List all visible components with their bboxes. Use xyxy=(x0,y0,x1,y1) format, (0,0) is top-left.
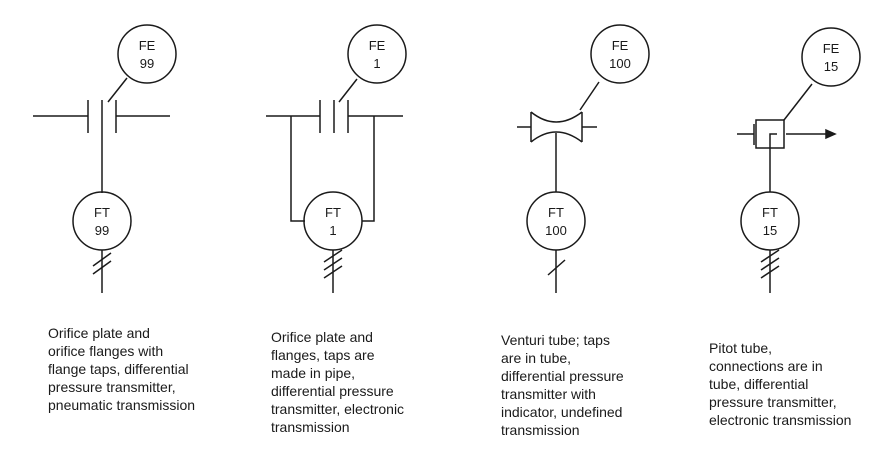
symbol-orifice-flange-taps xyxy=(33,24,177,293)
pitot-probe xyxy=(769,133,777,148)
caption-line: connections are in xyxy=(709,358,823,374)
electronic-hash xyxy=(760,249,780,263)
fe-bubble xyxy=(347,24,407,84)
electronic-hash xyxy=(760,265,780,279)
caption-pitot-tube: Pitot tube, connections are in tube, dif… xyxy=(709,339,851,429)
caption-line: are in tube, xyxy=(501,350,572,366)
caption-line: differential pressure xyxy=(271,383,394,399)
caption-line: pressure transmitter, xyxy=(48,379,176,395)
caption-orifice-pipe-taps: Orifice plate and flanges, taps are made… xyxy=(271,328,404,436)
fe-bubble xyxy=(117,24,177,84)
caption-line: pressure transmitter, xyxy=(709,394,837,410)
ft-tag: FT xyxy=(94,205,110,220)
symbol-pitot-tube xyxy=(737,27,861,293)
caption-line: made in pipe, xyxy=(271,365,356,381)
fe-tag: FE xyxy=(823,41,840,56)
ft-bubble xyxy=(740,191,800,251)
caption-line: pneumatic transmission xyxy=(48,397,196,413)
caption-line: flanges, taps are xyxy=(271,347,375,363)
undefined-signal-slash xyxy=(547,259,566,276)
symbol-venturi-tube xyxy=(517,24,650,293)
caption-line: Venturi tube; taps xyxy=(501,332,610,348)
caption-line: Orifice plate and xyxy=(271,329,373,345)
caption-orifice-flange-taps: Orifice plate and orifice flanges with f… xyxy=(48,324,195,414)
caption-line: tube, differential xyxy=(709,376,809,392)
ft-tag: FT xyxy=(548,205,564,220)
symbol-orifice-pipe-taps xyxy=(266,24,407,293)
caption-line: flange taps, differential xyxy=(48,361,189,377)
fe-tag: FE xyxy=(612,38,629,53)
ft-number: 100 xyxy=(545,223,567,238)
element-leader-line xyxy=(107,77,128,103)
element-leader-line xyxy=(783,83,813,121)
ft-bubble xyxy=(72,191,132,251)
flow-arrow-head xyxy=(825,128,837,140)
electronic-hash xyxy=(760,257,780,271)
electronic-hash xyxy=(323,257,343,271)
ft-bubble xyxy=(303,191,363,251)
fe-bubble xyxy=(590,24,650,84)
pneumatic-hash xyxy=(92,260,112,275)
caption-line: transmitter, electronic xyxy=(271,401,405,417)
caption-line: indicator, undefined xyxy=(501,404,623,420)
fe-number: 1 xyxy=(373,56,380,71)
fe-tag: FE xyxy=(369,38,386,53)
fe-number: 100 xyxy=(609,56,631,71)
ft-tag: FT xyxy=(325,205,341,220)
element-leader-line xyxy=(338,78,358,103)
fe-number: 15 xyxy=(824,59,838,74)
ft-number: 99 xyxy=(95,223,109,238)
electronic-hash xyxy=(323,265,343,279)
fe-bubble xyxy=(801,27,861,87)
caption-line: differential pressure xyxy=(501,368,624,384)
caption-line: Orifice plate and xyxy=(48,325,150,341)
element-leader-line xyxy=(579,81,600,111)
caption-line: transmission xyxy=(271,419,350,435)
caption-line: electronic transmission xyxy=(709,412,852,428)
caption-line: transmission xyxy=(501,422,580,438)
caption-venturi-tube: Venturi tube; taps are in tube, differen… xyxy=(501,331,624,439)
impulse-line-upstream xyxy=(290,116,305,222)
caption-line: orifice flanges with xyxy=(48,343,164,359)
electronic-hash xyxy=(323,249,343,263)
ft-bubble xyxy=(526,191,586,251)
ft-tag: FT xyxy=(762,205,778,220)
caption-line: Pitot tube, xyxy=(709,340,773,356)
impulse-line-downstream xyxy=(362,116,375,222)
caption-line: transmitter with xyxy=(501,386,596,402)
ft-number: 1 xyxy=(329,223,336,238)
pneumatic-hash xyxy=(92,252,112,267)
fe-number: 99 xyxy=(140,56,154,71)
fe-tag: FE xyxy=(139,38,156,53)
venturi-body xyxy=(530,111,583,143)
ft-number: 15 xyxy=(763,223,777,238)
